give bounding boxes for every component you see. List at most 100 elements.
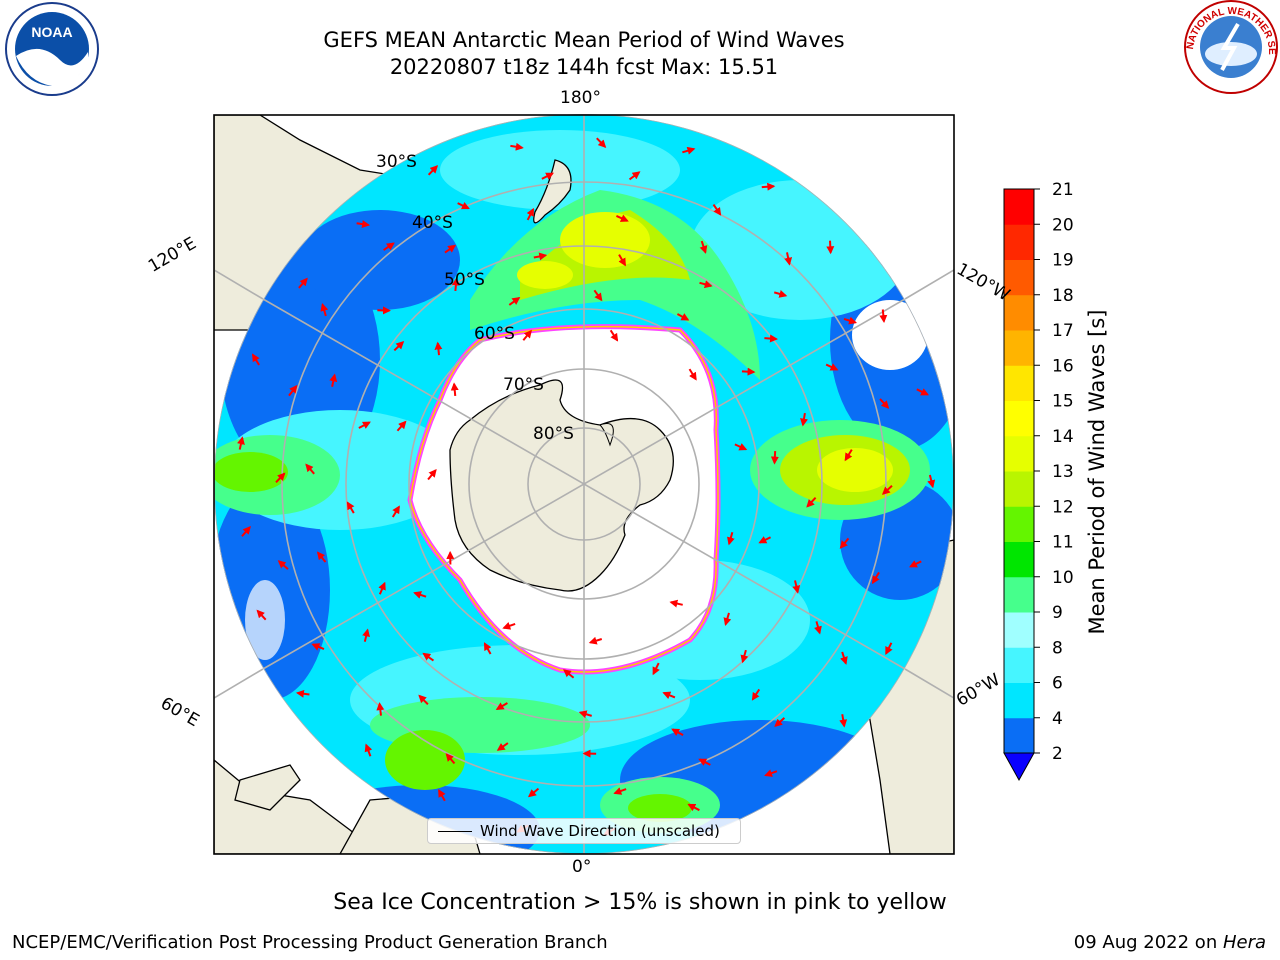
wind-wave-arrow — [687, 803, 700, 812]
wind-wave-arrow — [502, 622, 516, 630]
legend-label: Wind Wave Direction (unscaled) — [480, 822, 720, 840]
wind-wave-arrow — [438, 788, 446, 802]
wind-wave-arrow — [618, 254, 626, 267]
wind-wave-arrow — [444, 244, 457, 254]
wind-wave-arrow — [699, 240, 708, 254]
wind-wave-arrow — [496, 742, 509, 751]
wind-wave-arrow — [563, 669, 575, 679]
colorbar-swatch-13 — [1004, 259, 1034, 296]
footer-date: 09 Aug 2022 on Hera — [1074, 932, 1266, 953]
wind-wave-arrow — [413, 591, 427, 599]
wind-wave-arrow — [541, 172, 554, 180]
legend-line-swatch — [438, 830, 472, 832]
wind-wave-arrow — [418, 694, 429, 706]
wind-wave-arrow — [316, 551, 327, 563]
wind-wave-arrow — [295, 689, 310, 698]
wind-wave-arrow — [251, 353, 260, 366]
colorbar-tick-label: 17 — [1052, 321, 1074, 341]
colorbar-swatch-11 — [1004, 330, 1034, 366]
wind-wave-arrow — [298, 277, 308, 289]
colorbar-swatch-5 — [1004, 541, 1034, 578]
colorbar-swatch-10 — [1004, 365, 1034, 401]
colorbar-tick-label: 18 — [1052, 286, 1074, 306]
label-lat-60s: 60°S — [474, 324, 515, 344]
wind-wave-arrow — [879, 398, 890, 409]
label-lat-80s: 80°S — [533, 424, 574, 444]
wind-wave-arrow — [723, 612, 732, 626]
wind-wave-arrow — [726, 531, 735, 546]
svg-text:NATIONAL WEATHER SERVICE: NATIONAL WEATHER SERVICE — [0, 0, 1277, 55]
madagascar-land — [234, 764, 301, 811]
page-title-line-2: 20220807 t18z 144h fcst Max: 15.51 — [389, 55, 779, 79]
wind-wave-arrow — [288, 384, 298, 397]
colorbar-tick-label: 15 — [1052, 392, 1074, 412]
colorbar-under-extension — [1003, 752, 1035, 782]
wind-wave-arrow — [688, 368, 697, 381]
wind-wave-arrow — [652, 662, 660, 676]
national-weather-service-logo: NATIONAL WEATHER SERVICE — [0, 0, 1278, 94]
colorbar-tick-label: 16 — [1052, 356, 1074, 376]
wind-wave-arrow — [450, 382, 459, 397]
wind-wave-arrow — [839, 714, 848, 728]
wind-wave-arrow — [751, 688, 761, 701]
wind-wave-arrow — [712, 203, 722, 216]
colorbar-swatch-6 — [1004, 506, 1034, 542]
colorbar-tick-label: 9 — [1052, 603, 1063, 623]
wind-wave-arrow — [734, 443, 748, 451]
colorbar-swatch-3 — [1004, 612, 1034, 648]
sea-ice-note: Sea Ice Concentration > 15% is shown in … — [333, 890, 947, 915]
wind-wave-arrow — [885, 642, 893, 655]
wind-wave-arrow — [774, 717, 786, 727]
wind-wave-arrow — [609, 329, 619, 342]
colorbar-tick-label: 14 — [1052, 427, 1074, 447]
colorbar-swatch-2 — [1004, 647, 1034, 683]
wind-wave-arrow — [740, 649, 749, 664]
wind-wave-arrow — [699, 280, 713, 289]
wind-wave-arrow — [814, 621, 822, 635]
footer-date-text: 09 Aug 2022 on — [1073, 932, 1223, 953]
wind-wave-arrow — [806, 497, 817, 508]
wind-wave-arrow — [237, 436, 245, 450]
wind-wave-arrow — [792, 580, 801, 594]
wind-wave-arrow — [527, 787, 540, 798]
wind-wave-arrow — [596, 137, 607, 149]
wind-wave-arrow — [843, 316, 858, 325]
wind-wave-arrow — [881, 484, 893, 495]
wind-wave-arrow — [839, 537, 850, 549]
wind-wave-arrow — [916, 388, 930, 396]
wind-wave-arrow — [427, 165, 439, 176]
wind-wave-arrow — [483, 642, 492, 655]
wind-wave-arrow — [275, 472, 286, 483]
wind-wave-arrow — [593, 289, 603, 302]
wind-wave-arrow — [378, 581, 386, 595]
noaa-logo: NOAA — [5, 2, 99, 96]
colorbar-tick-label: 20 — [1052, 215, 1074, 235]
colorbar-tick-label: 11 — [1052, 533, 1074, 553]
colorbar-swatch-8 — [1004, 435, 1034, 472]
wind-wave-arrow — [451, 277, 460, 291]
wind-wave-arrow — [364, 743, 373, 757]
wind-wave-arrow — [698, 758, 711, 766]
wind-wave-arrow — [522, 329, 532, 341]
wind-wave-arrow — [758, 536, 771, 544]
new-zealand-land — [533, 159, 572, 224]
wind-wave-arrow — [508, 296, 521, 306]
wind-wave-arrow — [311, 643, 325, 651]
wind-wave-arrow — [879, 309, 888, 324]
wind-wave-arrow — [391, 505, 400, 518]
colorbar-swatch-7 — [1004, 471, 1034, 507]
colorbar-swatch-12 — [1004, 294, 1034, 331]
wind-wave-arrow — [356, 220, 371, 229]
colorbar-label: Mean Period of Wind Waves [s] — [1085, 309, 1109, 635]
wind-wave-arrow — [241, 525, 251, 537]
wind-wave-arrow — [383, 242, 395, 251]
wind-wave-arrow — [346, 501, 355, 514]
wind-wave-arrow — [422, 652, 435, 662]
wind-wave-arrow — [457, 201, 470, 210]
wind-wave-arrow — [871, 571, 880, 585]
wind-wave-arrow — [613, 787, 627, 795]
wind-wave-arrow — [510, 142, 524, 151]
wind-wave-arrow — [445, 753, 456, 765]
wind-wave-arrow — [578, 710, 592, 719]
wind-wave-arrow — [256, 609, 267, 621]
